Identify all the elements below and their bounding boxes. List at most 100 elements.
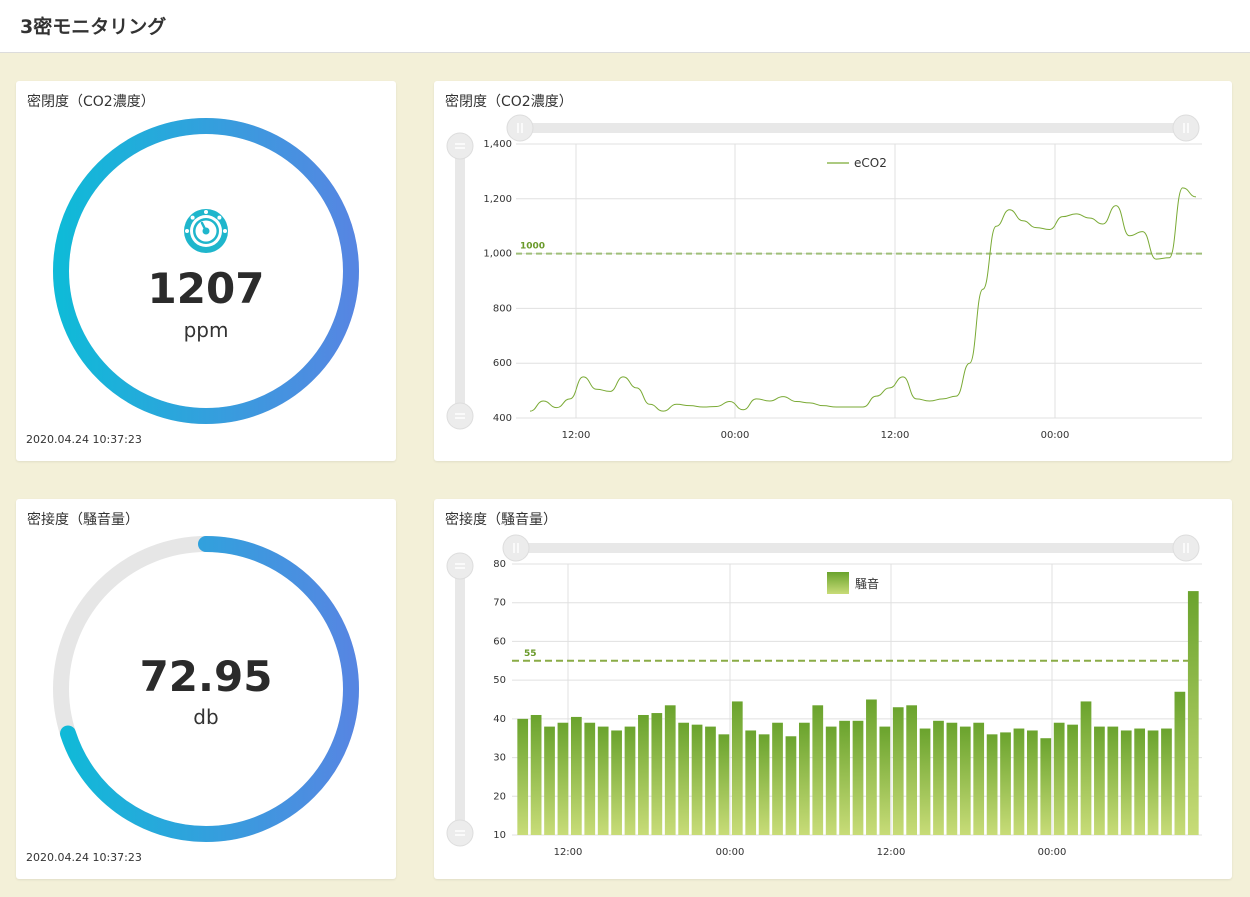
noise-bar (557, 722, 569, 835)
noise-y-tick-label: 20 (493, 791, 506, 802)
noise-bar (906, 705, 918, 835)
app-header: 3密モニタリング (0, 0, 1250, 53)
noise-bar (1000, 732, 1011, 835)
noise-zoom-slider-track (516, 543, 1198, 553)
noise-bar (1067, 724, 1078, 835)
co2-x-tick-label: 12:00 (881, 430, 910, 441)
noise-bar (946, 722, 958, 835)
noise-bar (638, 714, 649, 835)
co2-zoom-handle-right[interactable] (1172, 114, 1200, 142)
co2-y-tick-label: 800 (493, 303, 512, 314)
noise-bar (718, 734, 730, 835)
co2-line-chart: 400 600 800 1,000 1,200 1,400 12:00 00:00 12:00 0… (446, 114, 1202, 441)
noise-bar (1120, 730, 1132, 835)
co2-threshold-label: 1000 (520, 242, 545, 252)
noise-bar (1174, 691, 1186, 835)
noise-unit: db (193, 705, 218, 729)
noise-y-tick-label: 60 (493, 636, 506, 647)
noise-bar (611, 730, 622, 835)
noise-bar (785, 736, 797, 835)
noise-gauge-arc (53, 536, 359, 842)
co2-y-tick-label: 1,200 (483, 194, 512, 205)
noise-bar (973, 722, 985, 835)
co2-y-tick-label: 400 (493, 413, 512, 424)
noise-gauge-card: 密接度（騒音量） 72.95 db 2020.04.24 10:37:23 (16, 499, 396, 879)
co2-vertical-handle-bottom[interactable] (446, 402, 474, 430)
noise-value: 72.95 (140, 652, 273, 701)
noise-bar (664, 705, 676, 835)
co2-unit: ppm (184, 318, 229, 342)
noise-bar (584, 722, 596, 835)
noise-bar (1187, 591, 1199, 835)
noise-y-tick-label: 70 (493, 598, 506, 609)
noise-bar (852, 720, 864, 835)
noise-zoom-handle-left[interactable] (502, 534, 530, 562)
noise-y-tick-label: 30 (493, 753, 506, 764)
noise-bar (1013, 728, 1025, 835)
co2-value: 1207 (148, 264, 265, 313)
noise-bar (678, 722, 690, 835)
noise-y-tick-label: 40 (493, 714, 506, 725)
noise-vertical-slider-track (455, 570, 465, 829)
noise-bar (731, 701, 743, 835)
noise-bar (597, 726, 609, 835)
noise-y-tick-label: 80 (493, 559, 506, 570)
noise-bar (772, 722, 783, 835)
noise-bar (1161, 728, 1172, 835)
co2-zoom-handle-left[interactable] (506, 114, 534, 142)
noise-bar (986, 734, 998, 835)
noise-bar (530, 714, 542, 835)
co2-chart-card: 密閉度（CO2濃度） 400 600 800 1,000 1,200 1,400 12:00… (434, 81, 1232, 461)
noise-bar (705, 726, 716, 835)
co2-x-tick-label: 00:00 (721, 430, 750, 441)
co2-timestamp: 2020.04.24 10:37:23 (26, 433, 142, 446)
noise-bar (544, 726, 555, 835)
noise-chart-title: 密接度（騒音量） (445, 512, 557, 528)
noise-x-tick-label: 12:00 (554, 847, 583, 858)
noise-zoom-handle-right[interactable] (1172, 534, 1200, 562)
noise-bar-chart: 10 20 30 40 50 60 70 80 12:00 00:00 12:00 00:00 55 騒音 (446, 534, 1202, 858)
co2-series-line (529, 187, 1197, 412)
page-title: 3密モニタリング (20, 16, 167, 38)
noise-bar (879, 726, 891, 835)
noise-bar (959, 726, 971, 835)
noise-vertical-handle-bottom[interactable] (446, 819, 474, 847)
co2-gauge-card: 密閉度（CO2濃度） 1207 ppm 2020.04.24 10:37:23 (16, 81, 396, 461)
noise-bar (1053, 722, 1065, 835)
noise-bar (812, 705, 824, 835)
noise-bar (758, 734, 770, 835)
noise-bar (919, 728, 931, 835)
co2-zoom-slider-track (520, 123, 1198, 133)
co2-chart-title: 密閉度（CO2濃度） (445, 94, 573, 110)
noise-bar (517, 718, 529, 835)
noise-y-tick-label: 50 (493, 675, 506, 686)
noise-x-tick-label: 00:00 (716, 847, 745, 858)
noise-bar (1040, 738, 1052, 835)
noise-legend-label[interactable]: 騒音 (855, 576, 879, 591)
noise-timestamp: 2020.04.24 10:37:23 (26, 851, 142, 864)
noise-bar (570, 716, 582, 835)
noise-bar (866, 699, 877, 835)
co2-x-tick-label: 00:00 (1041, 430, 1070, 441)
noise-bar (1094, 726, 1105, 835)
co2-y-tick-label: 1,400 (483, 139, 512, 150)
co2-gauge-arc (53, 118, 359, 424)
co2-legend-label[interactable]: eCO2 (854, 156, 887, 170)
noise-bar (839, 720, 850, 835)
noise-bar (798, 722, 810, 835)
noise-legend-swatch[interactable] (827, 572, 849, 594)
co2-y-tick-label: 1,000 (483, 249, 512, 260)
noise-gauge-title: 密接度（騒音量） (27, 512, 139, 528)
noise-bar (1134, 728, 1146, 835)
noise-vertical-handle-top[interactable] (446, 552, 474, 580)
noise-bar (1026, 730, 1038, 835)
noise-y-tick-label: 10 (493, 830, 506, 841)
noise-bar (691, 724, 703, 835)
co2-x-tick-label: 12:00 (562, 430, 591, 441)
noise-bar (1080, 701, 1092, 835)
co2-gauge-title: 密閉度（CO2濃度） (27, 94, 155, 110)
noise-x-tick-label: 00:00 (1038, 847, 1067, 858)
noise-bar (1107, 726, 1119, 835)
noise-bar (651, 713, 663, 835)
co2-vertical-handle-top[interactable] (446, 132, 474, 160)
